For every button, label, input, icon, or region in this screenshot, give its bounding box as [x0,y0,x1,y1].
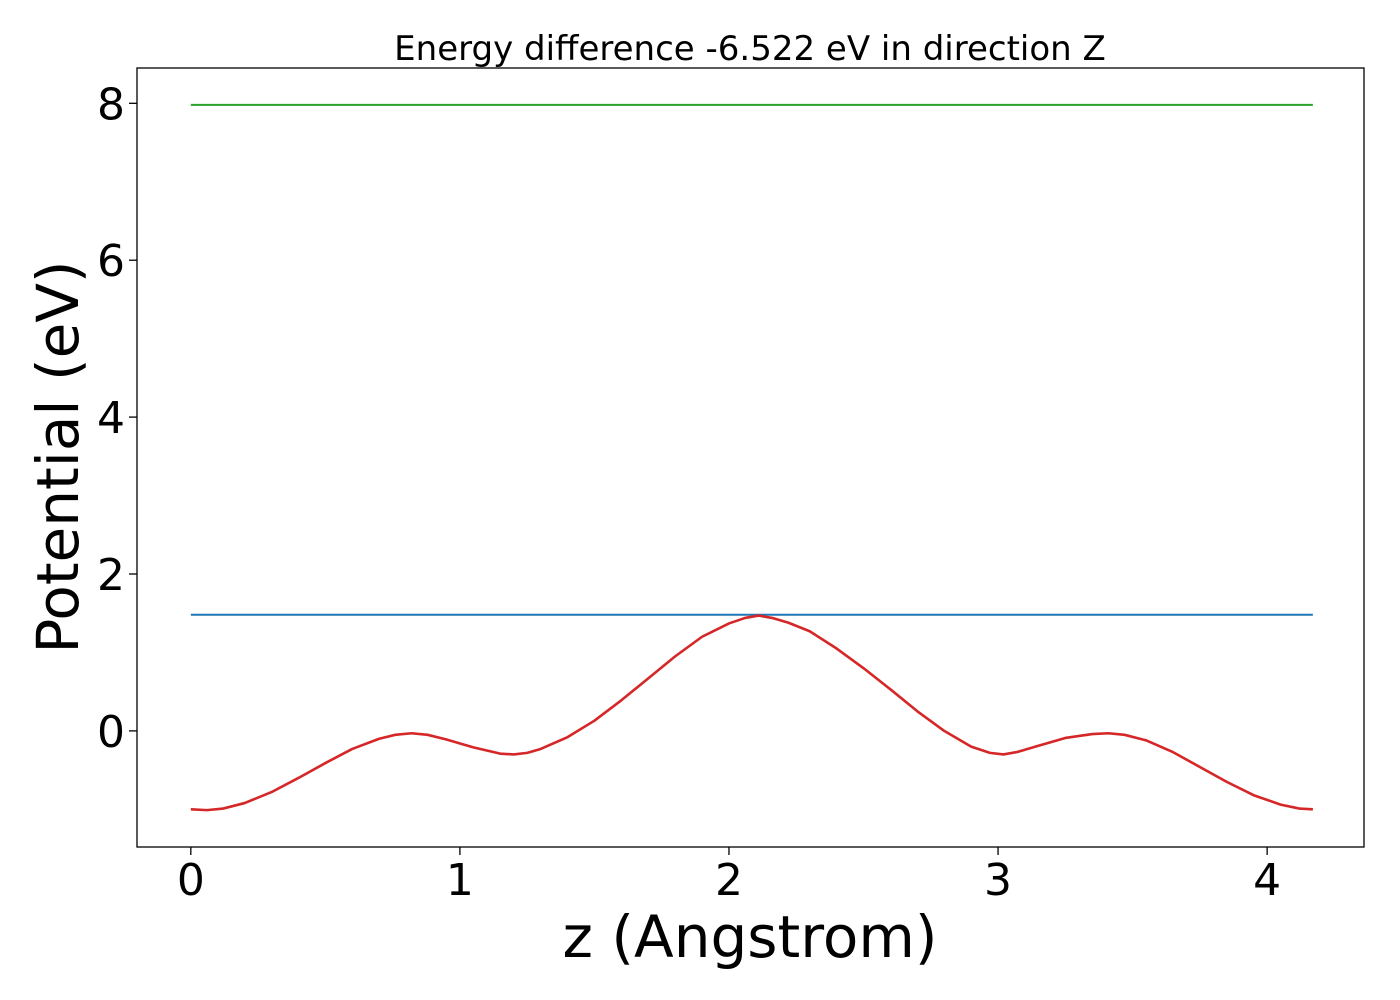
chart-title: Energy difference -6.522 eV in direction… [394,29,1106,69]
y-tick-label: 0 [97,707,125,758]
y-axis-ticks: 0 2 4 6 8 [97,79,137,758]
x-tick-label: 0 [177,855,205,906]
y-axis-label: Potential (eV) [24,260,92,653]
x-tick-label: 4 [1253,855,1281,906]
plot-area-frame [136,67,1365,848]
x-tick-label: 2 [715,855,743,906]
series-line-2 [190,614,1313,812]
x-axis-label: z (Angstrom) [563,903,938,971]
y-tick-label: 8 [97,79,125,130]
y-tick-label: 2 [97,550,125,601]
x-tick-label: 3 [984,855,1012,906]
y-tick-label: 4 [97,393,125,444]
x-tick-label: 1 [446,855,474,906]
x-axis-ticks: 0 1 2 3 4 [177,847,1281,906]
series-layer [190,103,1313,812]
y-tick-label: 6 [97,236,125,287]
